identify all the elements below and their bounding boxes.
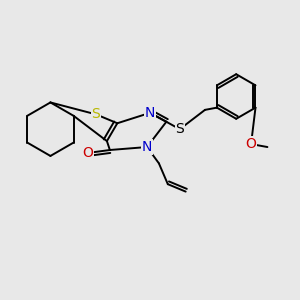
Text: O: O: [82, 146, 93, 160]
Text: S: S: [92, 107, 100, 121]
Text: N: N: [145, 106, 155, 120]
Text: O: O: [246, 137, 256, 151]
Text: S: S: [175, 122, 184, 136]
Text: N: N: [142, 140, 152, 154]
